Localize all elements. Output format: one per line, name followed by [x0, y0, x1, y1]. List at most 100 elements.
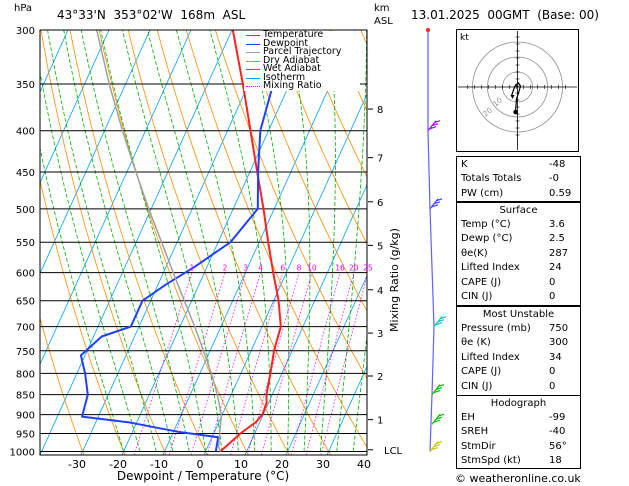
- index-label: Dewp (°C): [461, 233, 513, 245]
- dry-adiabat-line: [98, 30, 249, 455]
- legend-item: Mixing Ratio: [244, 80, 360, 91]
- index-value: 0: [549, 291, 556, 302]
- pressure-tick-label: 500: [16, 205, 35, 216]
- index-row: PW (cm) 0.59: [461, 187, 576, 201]
- dry-adiabat-line: [593, 30, 629, 455]
- chart-legend: Temperature Dewpoint Parcel Trajectory Dry …: [244, 29, 360, 91]
- wind-barb: [429, 198, 443, 210]
- legend-swatch: [246, 43, 260, 45]
- wet-adiabat-line: [80, 30, 190, 452]
- mixing-ratio-label: 4: [258, 264, 263, 273]
- index-value: 0.59: [549, 187, 572, 199]
- pressure-tick-label: 850: [16, 391, 35, 402]
- height-tick-label: 8: [377, 105, 383, 116]
- index-label: EH: [461, 412, 475, 423]
- temperature-tick-label: -20: [109, 458, 127, 471]
- hodograph-point: [513, 109, 518, 115]
- legend-swatch: [246, 86, 260, 87]
- index-row: StmDir 56°: [461, 440, 576, 454]
- index-row: Dewp (°C) 2.5: [461, 232, 576, 246]
- index-row: Lifted Index 34: [461, 351, 576, 365]
- legend-item: Temperature: [244, 29, 360, 40]
- legend-item: Parcel Trajectory: [244, 46, 360, 57]
- index-label: StmDir: [461, 440, 496, 452]
- pressure-tick-label: 1000: [10, 448, 35, 459]
- dry-adiabat-line: [215, 30, 367, 380]
- index-value: 300: [549, 337, 569, 349]
- pressure-tick-label: 800: [16, 369, 35, 380]
- index-section-title: Surface: [499, 205, 538, 216]
- legend-label: Dry Adiabat: [263, 54, 320, 66]
- legend-swatch: [246, 52, 260, 53]
- wind-barb: [431, 384, 445, 395]
- index-value: -40: [549, 426, 566, 438]
- wet-adiabat-line: [336, 30, 367, 452]
- height-tick-label: 5: [377, 241, 383, 252]
- index-row: EH -99: [461, 411, 576, 425]
- index-label: CIN (J): [461, 380, 493, 392]
- dry-adiabat-line: [622, 30, 629, 455]
- storm-motion-marker: [510, 95, 515, 99]
- pressure-tick-label: 300: [16, 26, 35, 37]
- pressure-tick-label: 550: [16, 238, 35, 249]
- legend-label: Temperature: [263, 29, 324, 40]
- legend-swatch: [246, 77, 260, 79]
- hodograph-trace: [510, 82, 522, 113]
- pressure-tick-label: 700: [16, 323, 35, 334]
- index-label: Temp (°C): [461, 219, 511, 230]
- index-value: -99: [549, 412, 566, 423]
- index-value: 0: [549, 366, 556, 378]
- mixing-ratio-line: [133, 272, 193, 455]
- mixing-ratio-line: [320, 274, 367, 455]
- mixing-ratio-label: 10: [307, 264, 317, 273]
- mixing-ratio-label: 3: [243, 264, 248, 273]
- dry-adiabat-line: [40, 178, 126, 455]
- legend-label: Mixing Ratio: [263, 80, 322, 91]
- mixing-ratio-label: 20: [349, 264, 359, 273]
- height-tick-label: 4: [377, 286, 383, 297]
- copyright: © weatheronline.co.uk: [455, 472, 581, 485]
- legend-label: Parcel Trajectory: [263, 46, 342, 57]
- index-section-title: Hodograph: [490, 398, 547, 409]
- legend-label: Wet Adiabat: [263, 63, 321, 74]
- surface-box: Surface Temp (°C) 3.6 Dewp (°C) 2.5 θe(K) 287 L…: [456, 202, 581, 306]
- legend-swatch: [246, 35, 260, 36]
- index-row: CAPE (J) 0: [461, 365, 576, 379]
- mixing-ratio-line: [291, 272, 341, 455]
- height-tick-label: 3: [377, 329, 383, 340]
- index-value: 18: [549, 455, 562, 467]
- plot-frame: [39, 29, 368, 456]
- pressure-tick-label: 450: [16, 168, 35, 179]
- legend-swatch: [246, 60, 260, 62]
- temperature-tick-label: -10: [150, 458, 168, 471]
- index-label: θe(K): [461, 247, 488, 259]
- index-value: 750: [549, 323, 569, 334]
- index-label: StmSpd (kt): [461, 455, 521, 467]
- wet-adiabat-line: [352, 332, 367, 452]
- pressure-tick-label: 900: [16, 411, 35, 422]
- dry-adiabat-line: [302, 30, 367, 178]
- index-label: CAPE (J): [461, 366, 502, 378]
- index-row: Lifted Index 24: [461, 261, 576, 275]
- index-row: θe(K) 287: [461, 247, 576, 261]
- index-value: 287: [549, 247, 569, 259]
- legend-item: Dry Adiabat: [244, 54, 360, 66]
- height-tick-label: 6: [377, 198, 383, 209]
- station-location: 43°33'N 353°02'W 168m ASL: [57, 8, 246, 22]
- index-row: Temp (°C) 3.6: [461, 218, 576, 232]
- mixing-ratio-line: [305, 272, 355, 455]
- hodograph-unit-label: kt: [460, 33, 469, 43]
- index-value: 24: [549, 262, 562, 274]
- pressure-tick-label: 350: [16, 80, 35, 91]
- index-value: -48: [549, 159, 566, 170]
- index-label: Lifted Index: [461, 351, 520, 363]
- temperature-tick-label: 0: [197, 458, 204, 471]
- index-row: CAPE (J) 0: [461, 276, 576, 290]
- height-tick-label: 2: [377, 372, 383, 383]
- pressure-tick-label: 950: [16, 430, 35, 441]
- legend-item: Wet Adiabat: [244, 63, 360, 74]
- legend-label: Isotherm: [263, 71, 306, 83]
- index-row: CIN (J) 0: [461, 380, 576, 394]
- mixing-ratio-label: 8: [297, 264, 302, 273]
- wet-adiabat-line: [288, 30, 311, 452]
